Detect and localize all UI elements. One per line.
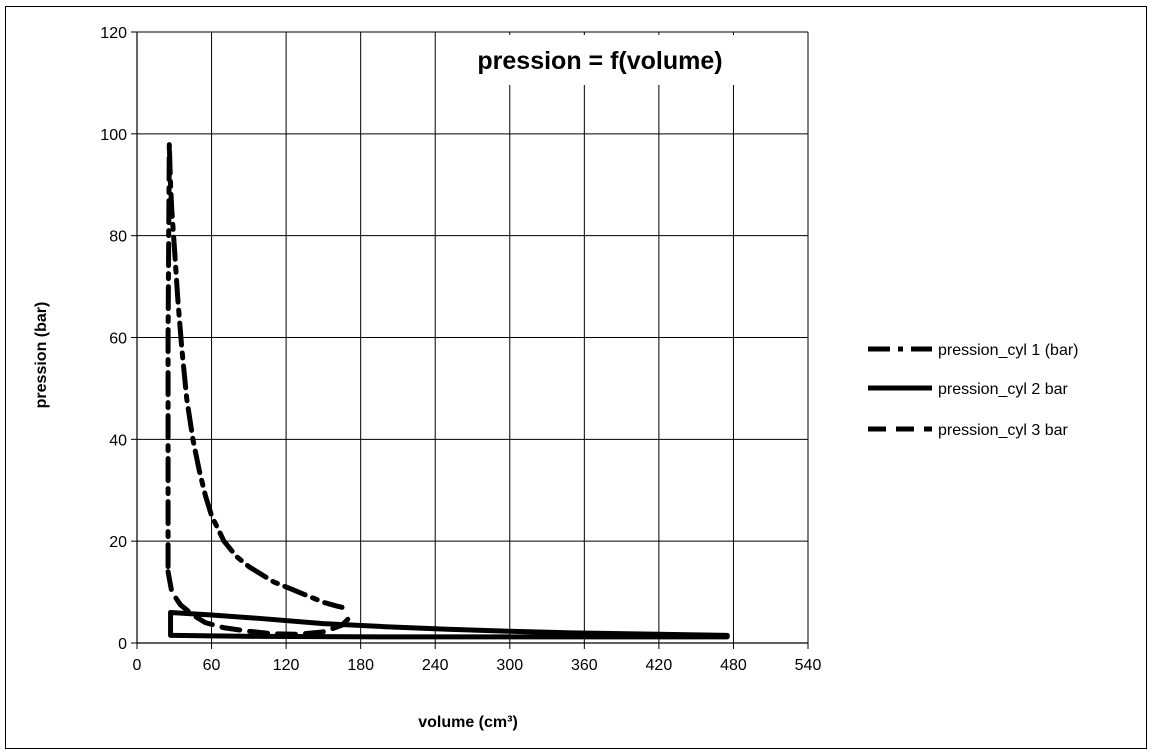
y-tick-label: 80 (109, 229, 127, 246)
y-tick-label: 100 (100, 127, 127, 144)
x-tick-label: 0 (133, 657, 142, 674)
axes (131, 31, 809, 649)
x-tick-label: 120 (273, 657, 300, 674)
chart-frame: 0 60 120 180 240 300 360 420 480 540 0 20 40 60 80 100 1… (5, 6, 1147, 749)
y-tick-label: 0 (118, 636, 127, 653)
chart-title-background (440, 35, 760, 85)
tick-labels: 0 60 120 180 240 300 360 420 480 540 0 20 40 60 80 100 1… (100, 25, 821, 674)
legend-label-2: pression_cyl 2 bar (938, 381, 1069, 398)
line-chart: 0 60 120 180 240 300 360 420 480 540 0 20 40 60 80 100 1… (33, 25, 1079, 731)
y-tick-label: 40 (109, 432, 127, 449)
series-line-3 (165, 569, 357, 637)
x-tick-label: 180 (347, 657, 374, 674)
x-tick-label: 420 (646, 657, 673, 674)
y-tick-label: 60 (109, 331, 127, 348)
x-tick-label: 240 (422, 657, 449, 674)
x-tick-label: 60 (203, 657, 221, 674)
legend: pression_cyl 1 (bar) pression_cyl 2 bar pr… (868, 342, 1079, 439)
y-tick-label: 20 (109, 534, 127, 551)
x-axis-title: volume (cm³) (418, 714, 518, 731)
grid (137, 31, 809, 643)
series-layer (165, 141, 730, 640)
series-line-1 (165, 141, 345, 610)
chart-title: pression = f(volume) (477, 47, 722, 75)
legend-label-3: pression_cyl 3 bar (938, 422, 1069, 439)
y-axis-title: pression (bar) (33, 302, 50, 409)
x-tick-label: 540 (795, 657, 822, 674)
legend-label-1: pression_cyl 1 (bar) (938, 342, 1079, 359)
x-tick-label: 360 (571, 657, 598, 674)
x-tick-label: 480 (720, 657, 747, 674)
x-tick-label: 300 (496, 657, 523, 674)
y-tick-label: 120 (100, 25, 127, 42)
